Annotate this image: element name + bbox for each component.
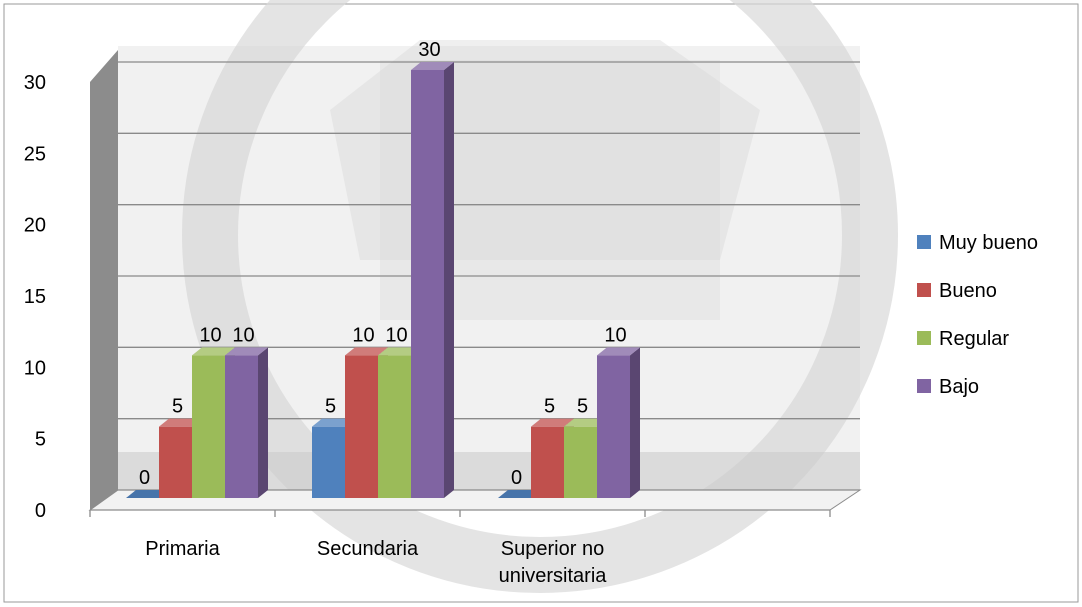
bar-side bbox=[630, 347, 640, 498]
x-axis: Primaria Secundaria Superior no universitar… bbox=[89, 509, 831, 587]
y-tick-label: 25 bbox=[24, 143, 46, 165]
bar-flat bbox=[498, 490, 541, 498]
data-label: 10 bbox=[199, 324, 221, 346]
bar-top bbox=[378, 347, 421, 356]
bar-front bbox=[159, 426, 192, 498]
bar-muy-bueno-0 bbox=[126, 490, 169, 498]
data-label: 5 bbox=[172, 396, 183, 418]
y-tick-label: 10 bbox=[24, 357, 46, 379]
y-axis-ticks: 0 5 10 15 20 25 30 bbox=[24, 72, 46, 522]
bar-front bbox=[312, 426, 345, 498]
legend-swatch bbox=[917, 235, 931, 249]
bar-top bbox=[225, 347, 268, 356]
legend-label: Bueno bbox=[939, 280, 997, 302]
data-label: 0 bbox=[139, 467, 150, 489]
watermark-ring bbox=[182, 0, 898, 593]
bars bbox=[126, 62, 640, 498]
bar-top bbox=[345, 347, 388, 356]
x-category-label: Secundaria bbox=[317, 538, 419, 560]
data-label: 5 bbox=[325, 396, 336, 418]
bar-top bbox=[597, 347, 640, 356]
bar-side bbox=[258, 347, 268, 498]
legend-swatch bbox=[917, 283, 931, 297]
data-label: 10 bbox=[385, 324, 407, 346]
bar-front bbox=[531, 426, 564, 498]
bar-front bbox=[564, 426, 597, 498]
bar-front bbox=[411, 70, 444, 498]
legend-label: Bajo bbox=[939, 376, 979, 398]
bar-muy-bueno-2 bbox=[498, 490, 541, 498]
bar-front bbox=[192, 355, 225, 498]
y-tick-label: 15 bbox=[24, 286, 46, 308]
bar-bajo-0 bbox=[225, 347, 268, 498]
chart-border-rect bbox=[3, 3, 1079, 603]
legend-swatch bbox=[917, 331, 931, 345]
y-tick-label: 30 bbox=[24, 72, 46, 94]
bar-front bbox=[225, 355, 258, 498]
back-wall bbox=[118, 46, 860, 490]
bar-side bbox=[444, 62, 454, 498]
legend-item-muy-bueno: Muy bueno bbox=[917, 232, 1038, 254]
bar-top bbox=[159, 418, 202, 427]
bar-front bbox=[345, 355, 378, 498]
legend-swatch bbox=[917, 379, 931, 393]
y-tick-label: 5 bbox=[35, 429, 46, 451]
legend-item-bajo: Bajo bbox=[917, 376, 979, 398]
x-category-label: universitaria bbox=[499, 565, 608, 587]
side-wall bbox=[90, 50, 118, 510]
data-label: 5 bbox=[544, 396, 555, 418]
data-label: 30 bbox=[418, 39, 440, 61]
bar-top bbox=[564, 418, 607, 427]
legend-item-bueno: Bueno bbox=[917, 280, 997, 302]
y-tick-label: 0 bbox=[35, 500, 46, 522]
bar-top bbox=[192, 347, 235, 356]
bar-bajo-1 bbox=[411, 62, 454, 498]
data-label: 10 bbox=[232, 324, 254, 346]
legend: Muy bueno Bueno Regular Bajo bbox=[917, 232, 1038, 398]
bar-bajo-2 bbox=[597, 347, 640, 498]
legend-label: Regular bbox=[939, 328, 1009, 350]
bar-top bbox=[312, 418, 355, 427]
x-category-label: Superior no bbox=[501, 538, 604, 560]
bar-top bbox=[411, 62, 454, 70]
y-tick-label: 20 bbox=[24, 215, 46, 237]
chart-border bbox=[3, 3, 1079, 603]
bar-front bbox=[597, 355, 630, 498]
bar-top bbox=[531, 418, 574, 427]
data-label: 5 bbox=[577, 396, 588, 418]
legend-item-regular: Regular bbox=[917, 328, 1009, 350]
x-category-label: Primaria bbox=[145, 538, 220, 560]
data-label: 10 bbox=[604, 324, 626, 346]
bar-front bbox=[378, 355, 411, 498]
data-label: 10 bbox=[352, 324, 374, 346]
data-label: 0 bbox=[511, 467, 522, 489]
legend-label: Muy bueno bbox=[939, 232, 1038, 254]
bar-flat bbox=[126, 490, 169, 498]
